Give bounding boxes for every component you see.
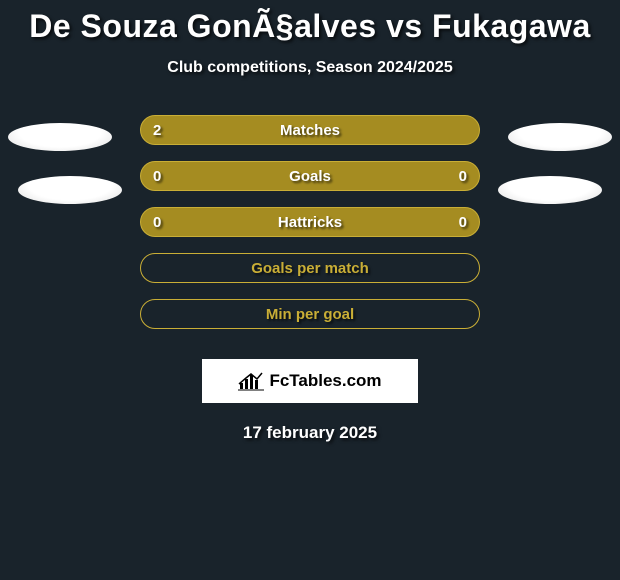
- bar-goals: 0 Goals 0: [140, 161, 480, 191]
- logo-text: FcTables.com: [269, 371, 381, 391]
- bar-value-left: 0: [153, 168, 161, 185]
- bar-label: Min per goal: [266, 306, 354, 323]
- bar-hattricks: 0 Hattricks 0: [140, 207, 480, 237]
- bar-row: 0 Hattricks 0: [0, 207, 620, 253]
- bar-goals-per-match: Goals per match: [140, 253, 480, 283]
- bar-label: Goals per match: [251, 260, 369, 277]
- fctables-logo: FcTables.com: [202, 359, 418, 403]
- page-title: De Souza GonÃ§alves vs Fukagawa: [0, 0, 620, 45]
- bar-min-per-goal: Min per goal: [140, 299, 480, 329]
- bar-value-right: 0: [459, 168, 467, 185]
- subtitle: Club competitions, Season 2024/2025: [0, 59, 620, 77]
- bar-row: Goals per match: [0, 253, 620, 299]
- date-line: 17 february 2025: [0, 423, 620, 443]
- comparison-bars: 2 Matches 0 Goals 0 0 Hattricks 0 Goals …: [0, 115, 620, 345]
- bar-label: Matches: [280, 122, 340, 139]
- bar-row: 0 Goals 0: [0, 161, 620, 207]
- bar-matches: 2 Matches: [140, 115, 480, 145]
- bar-value-right: 0: [459, 214, 467, 231]
- bar-row: Min per goal: [0, 299, 620, 345]
- bar-value-left: 0: [153, 214, 161, 231]
- bar-value-left: 2: [153, 122, 161, 139]
- bar-label: Goals: [289, 168, 331, 185]
- bar-row: 2 Matches: [0, 115, 620, 161]
- bar-chart-icon: [238, 371, 264, 391]
- bar-label: Hattricks: [278, 214, 342, 231]
